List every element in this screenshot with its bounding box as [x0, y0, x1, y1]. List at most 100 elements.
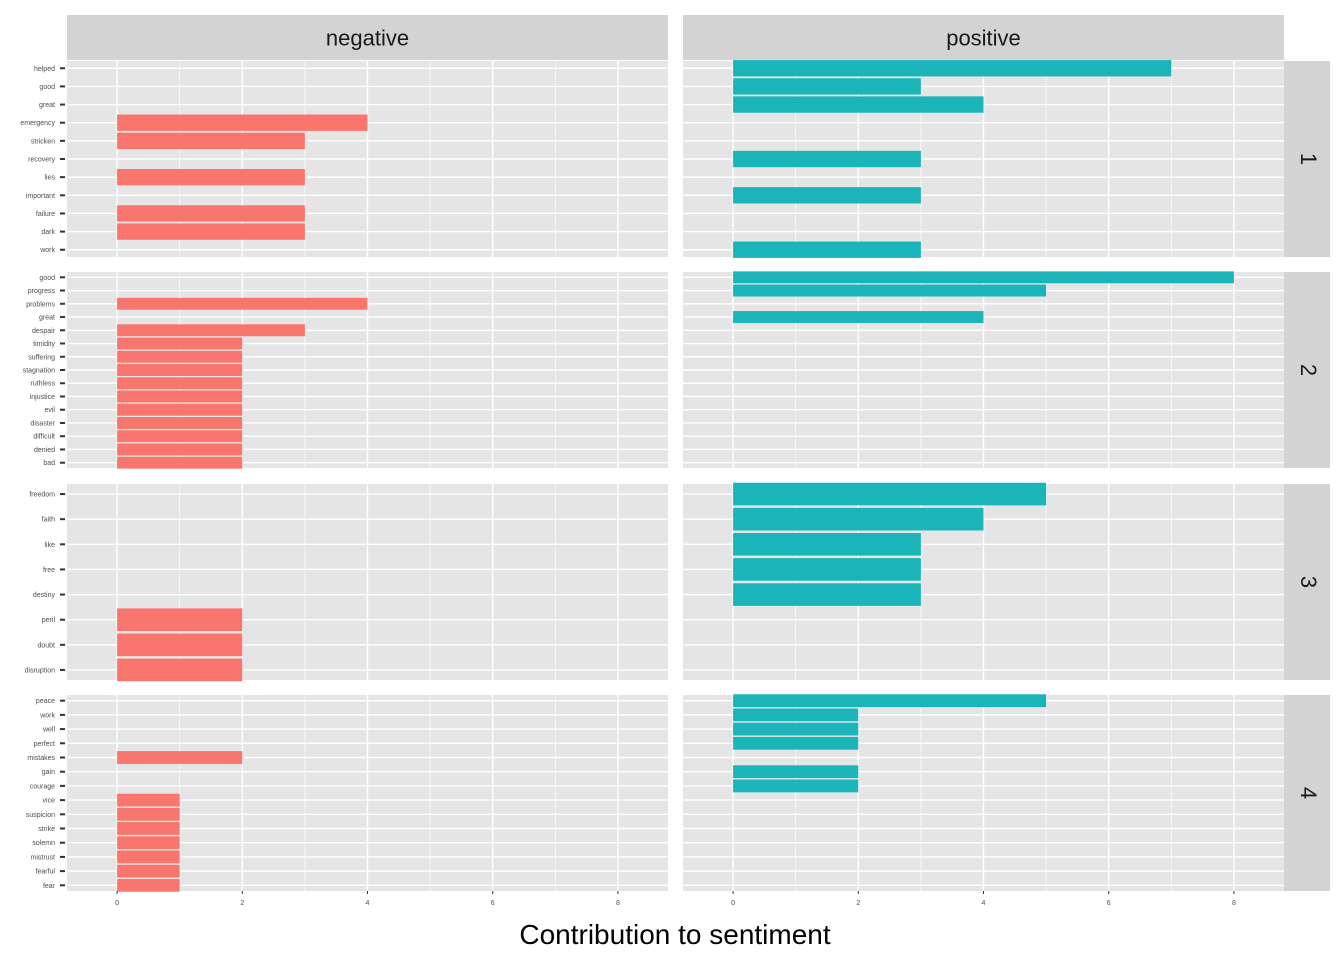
x-tick-label: 8 — [616, 900, 620, 907]
y-tick-label-great: great — [39, 102, 55, 109]
row-strip-4 — [1284, 695, 1330, 891]
x-tick-label: 2 — [856, 900, 860, 907]
panel-2-positive — [683, 271, 1284, 468]
chart-panels: helped good great emergency stricken recovery… — [20, 60, 1284, 907]
bar-negative-failure — [117, 205, 305, 222]
bar-negative-disruption — [117, 658, 243, 682]
y-tick-label-injustice: injustice — [30, 394, 55, 401]
y-tick-label-fear: fear — [43, 883, 56, 890]
bar-positive-progress — [733, 284, 1047, 297]
y-tick-label-free: free — [43, 567, 55, 574]
bar-negative-difficult — [117, 430, 243, 443]
row-strip-1 — [1284, 61, 1330, 257]
bar-negative-denied — [117, 443, 243, 456]
bar-positive-recovery — [733, 150, 921, 168]
row-label-4: 4 — [1296, 787, 1321, 799]
panel-2-negative — [67, 272, 668, 469]
y-tick-label-stagnation: stagnation — [23, 368, 55, 375]
bar-negative-timidity — [117, 337, 243, 350]
y-tick-label-ruthless: ruthless — [30, 381, 55, 388]
y-tick-label-work: work — [39, 712, 55, 719]
strip-positive — [683, 15, 1284, 60]
panel-1-negative — [67, 61, 668, 257]
bar-negative-solemn — [117, 836, 180, 850]
bar-positive-free — [733, 558, 921, 581]
y-tick-label-denied: denied — [34, 447, 55, 454]
y-tick-label-like: like — [44, 542, 55, 549]
row-label-2: 2 — [1296, 364, 1321, 376]
row-label-3: 3 — [1296, 576, 1321, 588]
bar-positive-great — [733, 311, 984, 323]
x-axis-title: Contribution to sentiment — [519, 919, 831, 950]
panel-3-positive — [683, 482, 1284, 680]
y-tick-label-fearful: fearful — [36, 869, 56, 876]
x-tick-label: 0 — [731, 900, 735, 907]
bar-negative-dark — [117, 223, 305, 240]
bar-positive-well — [733, 722, 859, 736]
y-tick-label-bad: bad — [43, 460, 55, 467]
bar-negative-bad — [117, 456, 243, 469]
bar-negative-lies — [117, 168, 305, 186]
x-tick-label: 0 — [115, 900, 119, 907]
y-tick-label-mistrust: mistrust — [31, 854, 56, 861]
y-tick-label-progress: progress — [28, 288, 56, 295]
y-tick-label-gain: gain — [42, 769, 55, 776]
bar-negative-suffering — [117, 350, 243, 363]
bar-negative-despair — [117, 324, 305, 337]
y-tick-label-disruption: disruption — [25, 667, 55, 674]
bar-positive-perfect — [733, 736, 859, 750]
strip-negative — [67, 15, 668, 60]
y-tick-label-destiny: destiny — [33, 592, 56, 599]
y-tick-label-great: great — [39, 315, 55, 322]
y-tick-label-important: important — [26, 193, 55, 200]
bar-negative-suspicion — [117, 807, 180, 821]
strip-label-positive: positive — [946, 26, 1021, 51]
bar-positive-good — [733, 78, 921, 95]
y-tick-label-solemn: solemn — [32, 840, 55, 847]
bar-negative-mistrust — [117, 850, 180, 864]
y-tick-label-freedom: freedom — [29, 492, 55, 499]
y-tick-label-peril: peril — [42, 617, 56, 624]
x-tick-label: 4 — [982, 900, 986, 907]
y-tick-label-dark: dark — [41, 229, 55, 236]
bar-positive-courage — [733, 779, 859, 793]
x-tick-label: 8 — [1232, 900, 1236, 907]
row-strip-2 — [1284, 272, 1330, 468]
bar-negative-vice — [117, 793, 180, 807]
x-tick-label: 6 — [491, 900, 495, 907]
y-tick-label-evil: evil — [44, 407, 55, 414]
y-tick-label-failure: failure — [36, 211, 55, 218]
bar-negative-problems — [117, 297, 368, 310]
y-tick-label-suffering: suffering — [28, 354, 55, 361]
y-tick-label-emergency: emergency — [20, 120, 55, 127]
bar-positive-great — [733, 96, 984, 113]
y-tick-label-vice: vice — [43, 798, 56, 805]
y-tick-label-doubt: doubt — [37, 642, 55, 649]
bar-negative-mistakes — [117, 751, 243, 764]
y-tick-label-well: well — [42, 727, 56, 734]
y-tick-label-stricken: stricken — [31, 138, 55, 145]
bar-negative-doubt — [117, 633, 243, 657]
y-tick-label-timidity: timidity — [33, 341, 55, 348]
panel-4-positive: 0 2 4 6 8 — [683, 694, 1284, 907]
y-tick-label-good: good — [39, 275, 55, 282]
y-tick-label-suspicion: suspicion — [26, 812, 55, 819]
panel-4-negative: 0 2 4 6 8 — [67, 695, 668, 907]
bar-negative-fearful — [117, 864, 180, 878]
bar-positive-important — [733, 187, 921, 204]
y-tick-label-courage: courage — [30, 783, 55, 790]
column-strips: negative positive — [67, 15, 1284, 60]
panel-3-negative — [67, 484, 668, 682]
bar-positive-freedom — [733, 482, 1047, 506]
bar-negative-strike — [117, 822, 180, 835]
bar-negative-ruthless — [117, 377, 243, 390]
x-tick-label: 4 — [366, 900, 370, 907]
y-tick-label-helped: helped — [34, 66, 55, 73]
y-tick-label-difficult: difficult — [33, 434, 55, 441]
bar-positive-good — [733, 271, 1234, 284]
y-tick-label-strike: strike — [38, 826, 55, 833]
y-tick-label-problems: problems — [26, 301, 55, 308]
bar-negative-fear — [117, 878, 180, 892]
bar-negative-peril — [117, 608, 243, 631]
